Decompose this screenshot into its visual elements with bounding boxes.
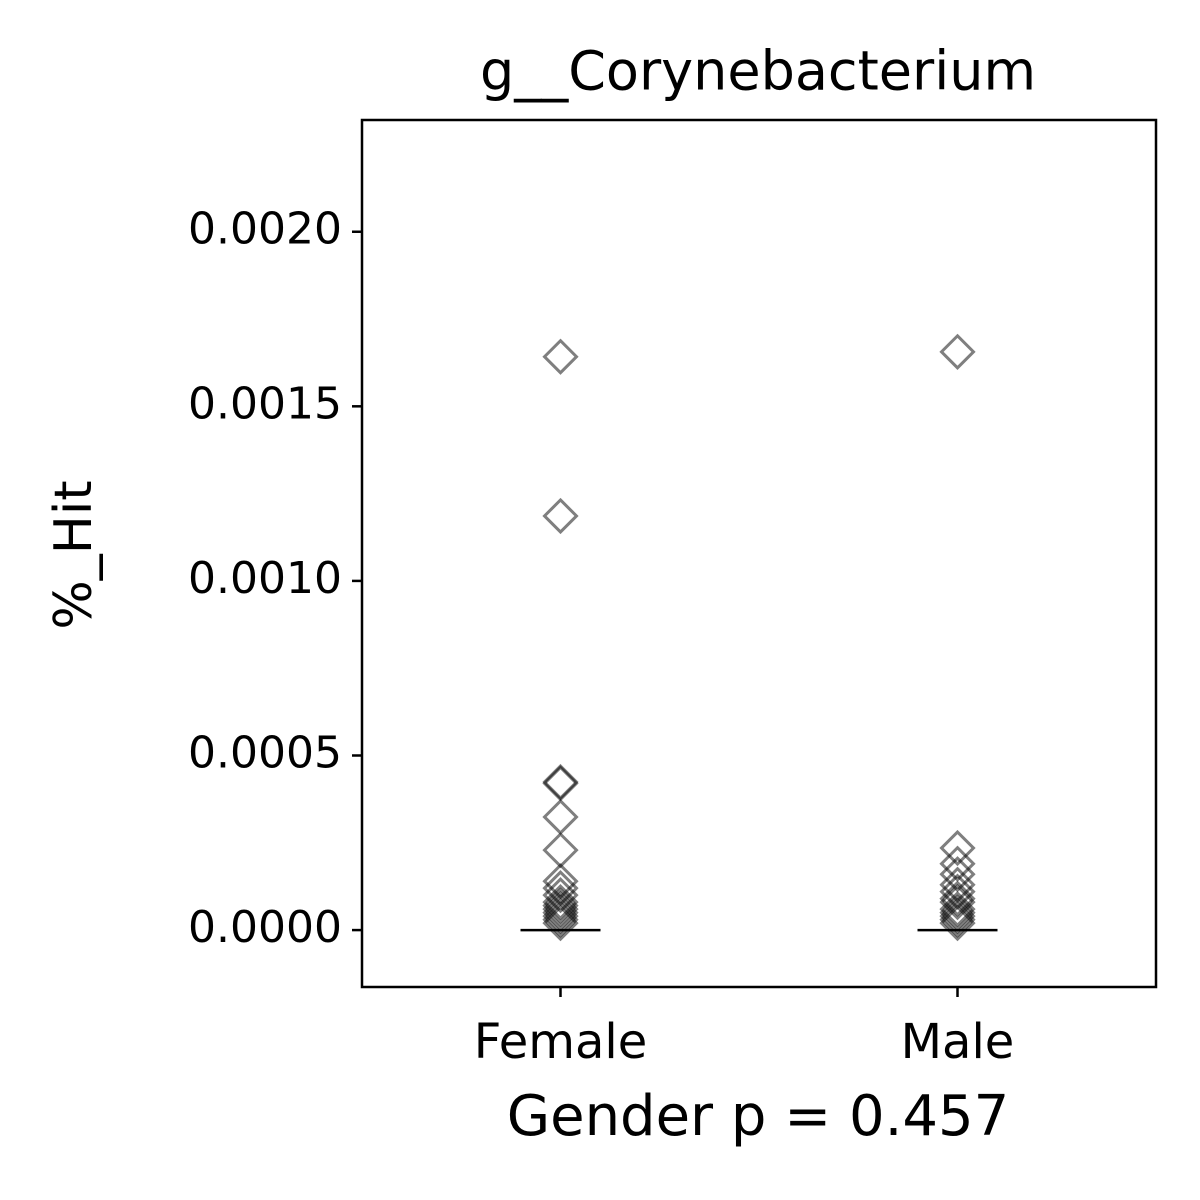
y-tick-label: 0.0020: [188, 204, 342, 255]
point: [542, 763, 579, 801]
point: [939, 829, 976, 867]
point: [542, 877, 579, 914]
chart-title: g__Corynebacterium: [480, 40, 1036, 103]
plot-frame: [360, 118, 1158, 989]
y-tick-label: 0.0015: [188, 378, 342, 429]
point: [939, 884, 976, 921]
point: [542, 497, 579, 535]
point: [939, 856, 976, 893]
point: [542, 901, 579, 938]
point: [542, 338, 579, 375]
y-tick-label: 0.0000: [188, 902, 342, 953]
point: [939, 894, 976, 931]
x-axis-label: Gender p = 0.457: [507, 1084, 1010, 1149]
y-tick-label: 0.0005: [188, 727, 342, 778]
y-tick-label: 0.0010: [188, 553, 342, 604]
point: [939, 891, 976, 928]
point: [542, 904, 579, 942]
point: [542, 887, 579, 924]
point: [939, 333, 976, 370]
point: [542, 894, 579, 931]
x-tick-label: Female: [474, 1014, 648, 1070]
point: [939, 897, 976, 935]
point: [939, 901, 976, 938]
point: [939, 880, 976, 917]
point: [542, 798, 579, 836]
point: [939, 904, 976, 942]
point: [542, 891, 579, 928]
point: [542, 897, 579, 935]
y-axis-label: %_Hit: [44, 480, 104, 629]
point: [542, 765, 579, 802]
x-tick-label: Male: [901, 1014, 1015, 1070]
point: [939, 845, 976, 882]
point: [542, 832, 579, 869]
point: [542, 884, 579, 921]
